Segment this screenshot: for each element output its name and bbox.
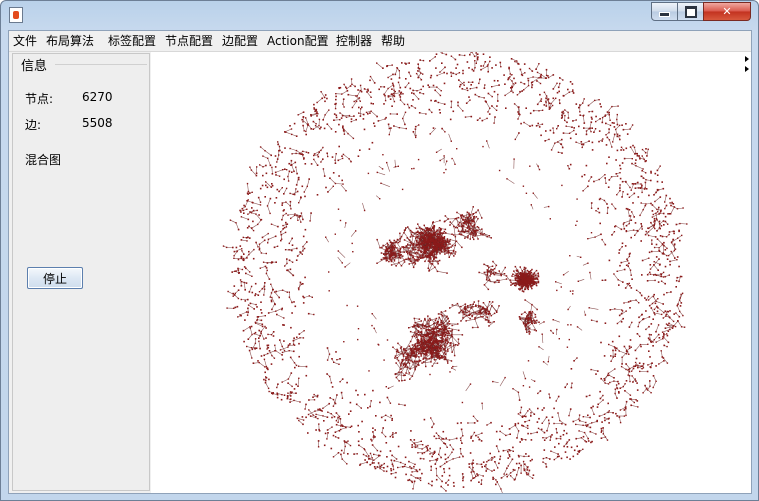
menu-node-config[interactable]: 节点配置 [165,34,214,48]
title-bar[interactable]: ✕ [1,1,758,30]
close-icon: ✕ [722,5,732,18]
maximize-button[interactable] [677,2,704,21]
graph-type-label: 混合图 [25,153,62,167]
maximize-icon [684,6,697,18]
edge-count-value: 5508 [82,116,113,130]
scroll-arrow-up-icon[interactable] [745,56,749,62]
panel-border-line [55,64,147,65]
node-count-value: 6270 [82,90,113,104]
menu-bar: 文件 布局算法 标签配置 节点配置 边配置 Action配置 控制器 帮助 [9,31,751,52]
close-button[interactable]: ✕ [703,2,751,21]
edge-count-label: 边: [25,118,42,132]
java-app-icon[interactable] [9,7,23,23]
menu-controller[interactable]: 控制器 [336,34,373,48]
menu-label-config[interactable]: 标签配置 [108,34,157,48]
menu-file[interactable]: 文件 [13,34,38,48]
menu-edge-config[interactable]: 边配置 [222,34,259,48]
scroll-arrow-down-icon[interactable] [745,66,749,72]
minimize-button[interactable] [651,2,678,21]
graph-canvas[interactable] [151,52,751,493]
info-panel: 信息 节点: 6270 边: 5508 混合图 停止 [12,53,150,491]
stop-button[interactable]: 停止 [27,267,83,289]
minimize-icon [659,12,670,17]
graph-edges [223,52,687,493]
graph-visualization[interactable] [151,52,751,493]
node-count-label: 节点: [25,92,54,106]
menu-layout-algorithm[interactable]: 布局算法 [46,34,95,48]
client-area: 文件 布局算法 标签配置 节点配置 边配置 Action配置 控制器 帮助 信息… [8,30,752,494]
menu-action-config[interactable]: Action配置 [267,34,329,48]
info-panel-title: 信息 [19,55,50,74]
menu-help[interactable]: 帮助 [381,34,406,48]
graph-nodes [222,52,688,492]
canvas-scroll-arrows[interactable] [744,54,750,74]
